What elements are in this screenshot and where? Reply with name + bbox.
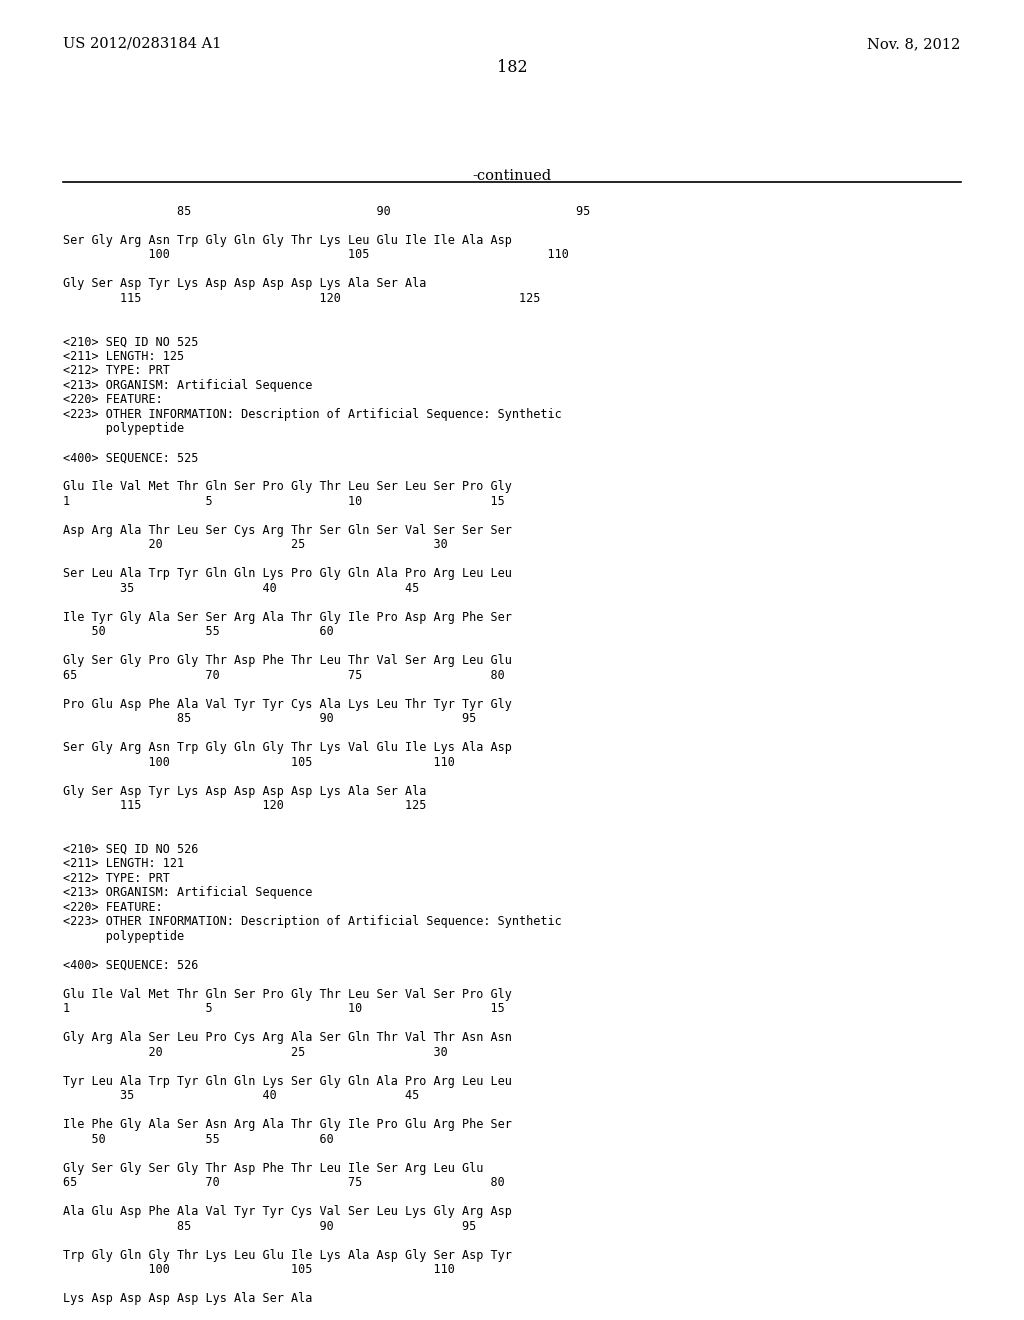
Text: <213> ORGANISM: Artificial Sequence: <213> ORGANISM: Artificial Sequence [63, 379, 313, 392]
Text: 20                  25                  30: 20 25 30 [63, 1045, 449, 1059]
Text: 65                  70                  75                  80: 65 70 75 80 [63, 1176, 505, 1189]
Text: 115                 120                 125: 115 120 125 [63, 799, 427, 812]
Text: <212> TYPE: PRT: <212> TYPE: PRT [63, 364, 170, 378]
Text: Tyr Leu Ala Trp Tyr Gln Gln Lys Ser Gly Gln Ala Pro Arg Leu Leu: Tyr Leu Ala Trp Tyr Gln Gln Lys Ser Gly … [63, 1074, 512, 1088]
Text: 100                 105                 110: 100 105 110 [63, 1263, 456, 1276]
Text: <213> ORGANISM: Artificial Sequence: <213> ORGANISM: Artificial Sequence [63, 886, 313, 899]
Text: Ser Gly Arg Asn Trp Gly Gln Gly Thr Lys Leu Glu Ile Ile Ala Asp: Ser Gly Arg Asn Trp Gly Gln Gly Thr Lys … [63, 234, 512, 247]
Text: Gly Ser Asp Tyr Lys Asp Asp Asp Asp Lys Ala Ser Ala: Gly Ser Asp Tyr Lys Asp Asp Asp Asp Lys … [63, 784, 427, 797]
Text: Lys Asp Asp Asp Asp Lys Ala Ser Ala: Lys Asp Asp Asp Asp Lys Ala Ser Ala [63, 1292, 313, 1305]
Text: Gly Arg Ala Ser Leu Pro Cys Arg Ala Ser Gln Thr Val Thr Asn Asn: Gly Arg Ala Ser Leu Pro Cys Arg Ala Ser … [63, 1031, 512, 1044]
Text: 115                         120                         125: 115 120 125 [63, 292, 541, 305]
Text: <223> OTHER INFORMATION: Description of Artificial Sequence: Synthetic: <223> OTHER INFORMATION: Description of … [63, 915, 562, 928]
Text: 182: 182 [497, 59, 527, 77]
Text: <220> FEATURE:: <220> FEATURE: [63, 900, 163, 913]
Text: 85                  90                  95: 85 90 95 [63, 711, 477, 725]
Text: Ile Tyr Gly Ala Ser Ser Arg Ala Thr Gly Ile Pro Asp Arg Phe Ser: Ile Tyr Gly Ala Ser Ser Arg Ala Thr Gly … [63, 611, 512, 623]
Text: Ala Glu Asp Phe Ala Val Tyr Tyr Cys Val Ser Leu Lys Gly Arg Asp: Ala Glu Asp Phe Ala Val Tyr Tyr Cys Val … [63, 1205, 512, 1218]
Text: 35                  40                  45: 35 40 45 [63, 1089, 420, 1102]
Text: <223> OTHER INFORMATION: Description of Artificial Sequence: Synthetic: <223> OTHER INFORMATION: Description of … [63, 408, 562, 421]
Text: Ser Leu Ala Trp Tyr Gln Gln Lys Pro Gly Gln Ala Pro Arg Leu Leu: Ser Leu Ala Trp Tyr Gln Gln Lys Pro Gly … [63, 568, 512, 579]
Text: Pro Glu Asp Phe Ala Val Tyr Tyr Cys Ala Lys Leu Thr Tyr Tyr Gly: Pro Glu Asp Phe Ala Val Tyr Tyr Cys Ala … [63, 697, 512, 710]
Text: Glu Ile Val Met Thr Gln Ser Pro Gly Thr Leu Ser Leu Ser Pro Gly: Glu Ile Val Met Thr Gln Ser Pro Gly Thr … [63, 480, 512, 494]
Text: <211> LENGTH: 121: <211> LENGTH: 121 [63, 857, 184, 870]
Text: 100                         105                         110: 100 105 110 [63, 248, 569, 261]
Text: US 2012/0283184 A1: US 2012/0283184 A1 [63, 37, 222, 51]
Text: <212> TYPE: PRT: <212> TYPE: PRT [63, 871, 170, 884]
Text: 1                   5                   10                  15: 1 5 10 15 [63, 1002, 505, 1015]
Text: Ser Gly Arg Asn Trp Gly Gln Gly Thr Lys Val Glu Ile Lys Ala Asp: Ser Gly Arg Asn Trp Gly Gln Gly Thr Lys … [63, 741, 512, 754]
Text: polypeptide: polypeptide [63, 929, 184, 942]
Text: 20                  25                  30: 20 25 30 [63, 539, 449, 552]
Text: -continued: -continued [472, 169, 552, 183]
Text: <211> LENGTH: 125: <211> LENGTH: 125 [63, 350, 184, 363]
Text: 35                  40                  45: 35 40 45 [63, 582, 420, 594]
Text: Gly Ser Asp Tyr Lys Asp Asp Asp Asp Lys Ala Ser Ala: Gly Ser Asp Tyr Lys Asp Asp Asp Asp Lys … [63, 277, 427, 290]
Text: polypeptide: polypeptide [63, 422, 184, 436]
Text: 85                          90                          95: 85 90 95 [63, 205, 591, 218]
Text: Ile Phe Gly Ala Ser Asn Arg Ala Thr Gly Ile Pro Glu Arg Phe Ser: Ile Phe Gly Ala Ser Asn Arg Ala Thr Gly … [63, 1118, 512, 1131]
Text: Asp Arg Ala Thr Leu Ser Cys Arg Thr Ser Gln Ser Val Ser Ser Ser: Asp Arg Ala Thr Leu Ser Cys Arg Thr Ser … [63, 524, 512, 537]
Text: 85                  90                  95: 85 90 95 [63, 1220, 477, 1233]
Text: <400> SEQUENCE: 525: <400> SEQUENCE: 525 [63, 451, 199, 465]
Text: 50              55              60: 50 55 60 [63, 626, 334, 638]
Text: <400> SEQUENCE: 526: <400> SEQUENCE: 526 [63, 958, 199, 972]
Text: Trp Gly Gln Gly Thr Lys Leu Glu Ile Lys Ala Asp Gly Ser Asp Tyr: Trp Gly Gln Gly Thr Lys Leu Glu Ile Lys … [63, 1249, 512, 1262]
Text: 50              55              60: 50 55 60 [63, 1133, 334, 1146]
Text: Gly Ser Gly Pro Gly Thr Asp Phe Thr Leu Thr Val Ser Arg Leu Glu: Gly Ser Gly Pro Gly Thr Asp Phe Thr Leu … [63, 655, 512, 667]
Text: Glu Ile Val Met Thr Gln Ser Pro Gly Thr Leu Ser Val Ser Pro Gly: Glu Ile Val Met Thr Gln Ser Pro Gly Thr … [63, 987, 512, 1001]
Text: <210> SEQ ID NO 526: <210> SEQ ID NO 526 [63, 842, 199, 855]
Text: Gly Ser Gly Ser Gly Thr Asp Phe Thr Leu Ile Ser Arg Leu Glu: Gly Ser Gly Ser Gly Thr Asp Phe Thr Leu … [63, 1162, 484, 1175]
Text: 100                 105                 110: 100 105 110 [63, 755, 456, 768]
Text: Nov. 8, 2012: Nov. 8, 2012 [867, 37, 961, 51]
Text: 65                  70                  75                  80: 65 70 75 80 [63, 669, 505, 681]
Text: 1                   5                   10                  15: 1 5 10 15 [63, 495, 505, 508]
Text: <210> SEQ ID NO 525: <210> SEQ ID NO 525 [63, 335, 199, 348]
Text: <220> FEATURE:: <220> FEATURE: [63, 393, 163, 407]
